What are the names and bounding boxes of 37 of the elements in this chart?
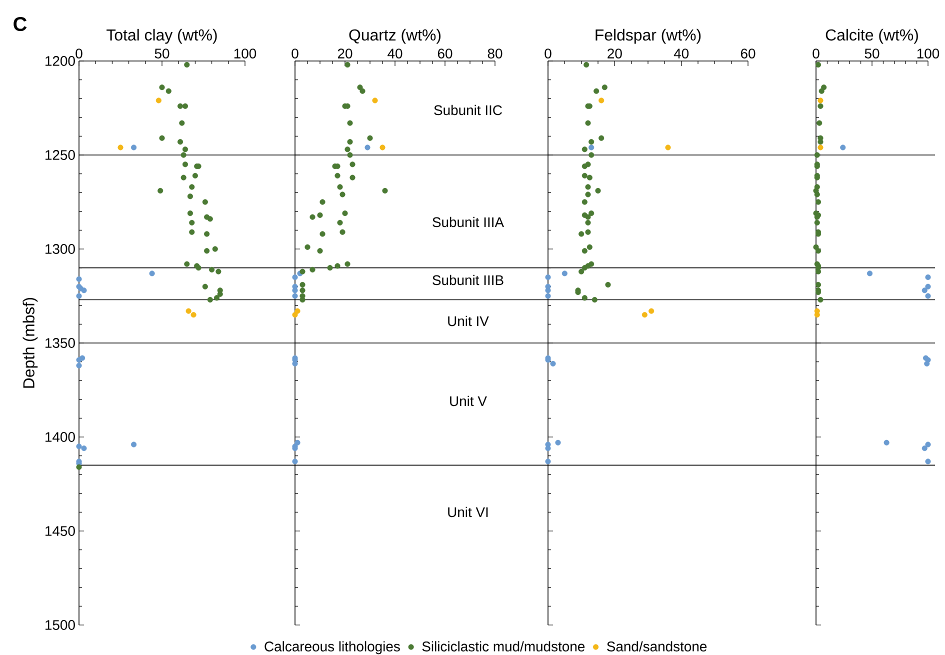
annotation: Subunit IIIA: [432, 216, 504, 228]
x-tick-label: 0: [76, 48, 82, 58]
x-tick-label: 0: [544, 48, 552, 58]
y-tick-label: 1200: [46, 56, 75, 66]
x-tick-label: 20: [338, 48, 352, 58]
legend-label: Calcareous lithologies: [264, 641, 400, 654]
y-tick-label: 1450: [46, 526, 75, 536]
y-tick-label: 1250: [46, 150, 75, 160]
x-tick-label: 100: [917, 48, 940, 58]
x-axis-title: Calcite (wt%): [826, 28, 918, 44]
x-axis-title: Quartz (wt%): [349, 28, 440, 44]
x-tick-label: 40: [674, 48, 689, 58]
x-tick-label: 50: [864, 48, 880, 58]
annotation: Unit V: [450, 396, 487, 406]
annotation: Unit VI: [448, 506, 488, 518]
y-tick-label: 1500: [46, 620, 75, 630]
legend-label: Siliciclastic mud/mudstone: [422, 641, 585, 652]
x-tick-label: 50: [154, 48, 170, 58]
x-tick-label: 60: [740, 48, 756, 58]
legend-label: Sand/sandstone: [607, 641, 707, 652]
annotation: Subunit IIC: [434, 104, 502, 116]
x-tick-label: 20: [608, 48, 622, 58]
x-tick-label: 40: [388, 48, 402, 58]
x-tick-label: 0: [292, 48, 298, 58]
y-tick-label: 1350: [46, 338, 75, 348]
y-axis-title: Depth (mbsf): [22, 298, 38, 388]
x-tick-label: 100: [234, 48, 256, 58]
annotation: Unit IV: [448, 316, 489, 326]
y-tick-label: 1300: [46, 244, 75, 254]
text: C: [14, 16, 27, 32]
y-tick-label: 1400: [46, 432, 75, 442]
x-tick-label: 0: [812, 48, 820, 58]
annotation: Subunit IIIB: [432, 274, 504, 286]
x-axis-title: Total clay (wt%): [106, 28, 217, 44]
x-tick-label: 60: [438, 48, 452, 58]
x-axis-title: Feldspar (wt%): [596, 28, 701, 44]
x-tick-label: 80: [488, 48, 502, 58]
